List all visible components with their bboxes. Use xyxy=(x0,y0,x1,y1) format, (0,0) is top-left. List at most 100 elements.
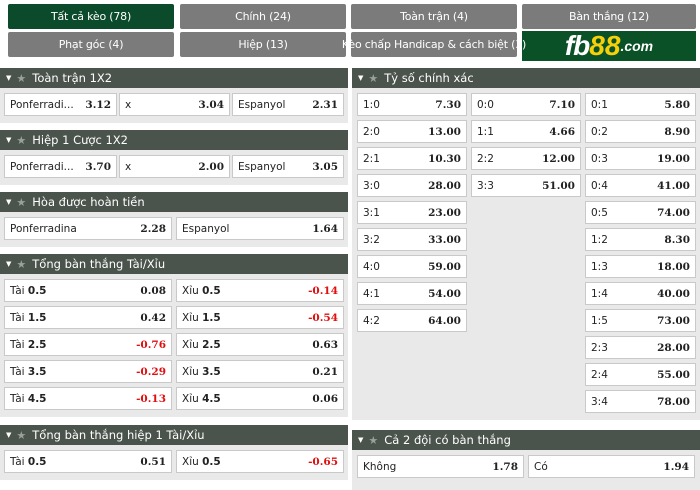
odds-cell[interactable]: 1:0 7.30 xyxy=(357,93,467,116)
collapse-arrow-icon[interactable]: ▼ xyxy=(358,74,364,82)
selection-name: x xyxy=(125,98,132,111)
odds-cell[interactable]: 1:2 8.30 xyxy=(585,228,696,251)
odds-cell[interactable]: 1:5 73.00 xyxy=(585,309,696,332)
odds-cell[interactable]: 3:0 28.00 xyxy=(357,174,467,197)
odds-cell[interactable]: Ponferradi... 3.70 xyxy=(4,155,117,178)
odds-value: 1.94 xyxy=(663,460,689,473)
section-header[interactable]: ▼ ★ Hiệp 1 Cược 1X2 xyxy=(0,130,348,150)
odds-value: 33.00 xyxy=(428,233,461,246)
section-header[interactable]: ▼ ★ Cả 2 đội có bàn thắng xyxy=(352,430,700,450)
collapse-arrow-icon[interactable]: ▼ xyxy=(358,436,364,444)
odds-cell[interactable]: 3:1 23.00 xyxy=(357,201,467,224)
collapse-arrow-icon[interactable]: ▼ xyxy=(6,74,12,82)
odds-cell[interactable]: Tài 1.5 0.42 xyxy=(4,306,172,329)
odds-cell[interactable]: Espanyol 3.05 xyxy=(232,155,344,178)
odds-cell[interactable]: x 2.00 xyxy=(119,155,230,178)
selection-name: 2:2 xyxy=(477,152,494,165)
selection-name: 1:4 xyxy=(591,287,608,300)
odds-value: 13.00 xyxy=(428,125,461,138)
odds-value: 41.00 xyxy=(657,179,690,192)
odds-cell[interactable]: Espanyol 1.64 xyxy=(176,217,344,240)
odds-value: 0.51 xyxy=(140,455,166,468)
collapse-arrow-icon[interactable]: ▼ xyxy=(6,260,12,268)
odds-cell[interactable]: Xỉu 0.5 -0.14 xyxy=(176,279,344,302)
odds-cell[interactable]: Có 1.94 xyxy=(528,455,695,478)
collapse-arrow-icon[interactable]: ▼ xyxy=(6,198,12,206)
tab-5[interactable]: Hiệp (13) xyxy=(180,32,346,57)
odds-cell[interactable]: 2:4 55.00 xyxy=(585,363,696,386)
odds-cell[interactable]: Ponferradi... 3.12 xyxy=(4,93,117,116)
odds-cell[interactable]: Tài 4.5 -0.13 xyxy=(4,387,172,410)
odds-cell[interactable]: 2:3 28.00 xyxy=(585,336,696,359)
odds-cell[interactable]: 3:2 33.00 xyxy=(357,228,467,251)
fb88-logo[interactable]: fb 88 .com xyxy=(522,30,696,61)
star-icon[interactable]: ★ xyxy=(368,71,379,85)
tab-3[interactable]: Bàn thắng (12) xyxy=(522,4,696,29)
odds-label: 4:2 xyxy=(363,315,380,327)
odds-label: 0:4 xyxy=(591,180,608,192)
odds-cell[interactable]: 1:3 18.00 xyxy=(585,255,696,278)
odds-cell[interactable]: Xỉu 0.5 -0.65 xyxy=(176,450,344,473)
odds-value: 3.04 xyxy=(198,98,224,111)
odds-cell[interactable]: 4:2 64.00 xyxy=(357,309,467,332)
odds-cell[interactable]: Xỉu 4.5 0.06 xyxy=(176,387,344,410)
odds-cell[interactable]: Espanyol 2.31 xyxy=(232,93,344,116)
odds-label: x xyxy=(125,161,131,173)
odds-label: 3:1 xyxy=(363,207,380,219)
star-icon[interactable]: ★ xyxy=(16,195,27,209)
odds-cell[interactable]: Xỉu 3.5 0.21 xyxy=(176,360,344,383)
tab-2[interactable]: Toàn trận (4) xyxy=(351,4,517,29)
selection-name: 4:0 xyxy=(363,260,380,273)
section-header[interactable]: ▼ ★ Tổng bàn thắng Tài/Xỉu xyxy=(0,254,348,274)
tab-6[interactable]: Kèo chấp Handicap & cách biệt (3) xyxy=(342,32,526,57)
odds-cell[interactable]: 2:2 12.00 xyxy=(471,147,581,170)
odds-label: 2:2 xyxy=(477,153,494,165)
odds-cell[interactable]: 4:1 54.00 xyxy=(357,282,467,305)
odds-cell[interactable]: Tài 3.5 -0.29 xyxy=(4,360,172,383)
odds-cell[interactable]: 0:3 19.00 xyxy=(585,147,696,170)
odds-value: 7.30 xyxy=(435,98,461,111)
section-header[interactable]: ▼ ★ Hòa được hoàn tiền xyxy=(0,192,348,212)
selection-name: 3:4 xyxy=(591,395,608,408)
odds-cell[interactable]: Tài 0.5 0.51 xyxy=(4,450,172,473)
odds-cell[interactable]: 3:4 78.00 xyxy=(585,390,696,413)
section-header[interactable]: ▼ ★ Toàn trận 1X2 xyxy=(0,68,348,88)
odds-cell[interactable]: Tài 2.5 -0.76 xyxy=(4,333,172,356)
star-icon[interactable]: ★ xyxy=(16,428,27,442)
odds-cell[interactable]: Xỉu 2.5 0.63 xyxy=(176,333,344,356)
selection-name: 1:5 xyxy=(591,314,608,327)
odds-cell[interactable]: 0:5 74.00 xyxy=(585,201,696,224)
odds-cell[interactable]: 1:4 40.00 xyxy=(585,282,696,305)
odds-cell[interactable]: 0:1 5.80 xyxy=(585,93,696,116)
selection-name: Tài xyxy=(10,284,25,297)
tab-0[interactable]: Tất cả kèo (78) xyxy=(8,4,174,29)
odds-label: Tài 1.5 xyxy=(10,312,47,324)
odds-label: Tài 0.5 xyxy=(10,456,47,468)
tab-4[interactable]: Phạt góc (4) xyxy=(8,32,174,57)
odds-cell[interactable]: 2:0 13.00 xyxy=(357,120,467,143)
odds-cell[interactable]: x 3.04 xyxy=(119,93,230,116)
odds-cell[interactable]: 1:1 4.66 xyxy=(471,120,581,143)
odds-cell[interactable]: Tài 0.5 0.08 xyxy=(4,279,172,302)
collapse-arrow-icon[interactable]: ▼ xyxy=(6,431,12,439)
odds-cell[interactable]: Ponferradina 2.28 xyxy=(4,217,172,240)
star-icon[interactable]: ★ xyxy=(16,71,27,85)
odds-label: Tài 2.5 xyxy=(10,339,47,351)
collapse-arrow-icon[interactable]: ▼ xyxy=(6,136,12,144)
section-header[interactable]: ▼ ★ Tỷ số chính xác xyxy=(352,68,700,88)
odds-cell[interactable]: 0:0 7.10 xyxy=(471,93,581,116)
tab-1[interactable]: Chính (24) xyxy=(180,4,346,29)
star-icon[interactable]: ★ xyxy=(16,257,27,271)
section-header[interactable]: ▼ ★ Tổng bàn thắng hiệp 1 Tài/Xỉu xyxy=(0,425,348,445)
odds-cell[interactable]: 4:0 59.00 xyxy=(357,255,467,278)
odds-cell[interactable]: Xỉu 1.5 -0.54 xyxy=(176,306,344,329)
odds-cell[interactable]: 3:3 51.00 xyxy=(471,174,581,197)
odds-cell[interactable]: 0:4 41.00 xyxy=(585,174,696,197)
odds-cell[interactable]: Không 1.78 xyxy=(357,455,524,478)
selection-name: Espanyol xyxy=(238,98,286,111)
odds-label: 4:0 xyxy=(363,261,380,273)
odds-cell[interactable]: 2:1 10.30 xyxy=(357,147,467,170)
odds-cell[interactable]: 0:2 8.90 xyxy=(585,120,696,143)
star-icon[interactable]: ★ xyxy=(368,433,379,447)
star-icon[interactable]: ★ xyxy=(16,133,27,147)
